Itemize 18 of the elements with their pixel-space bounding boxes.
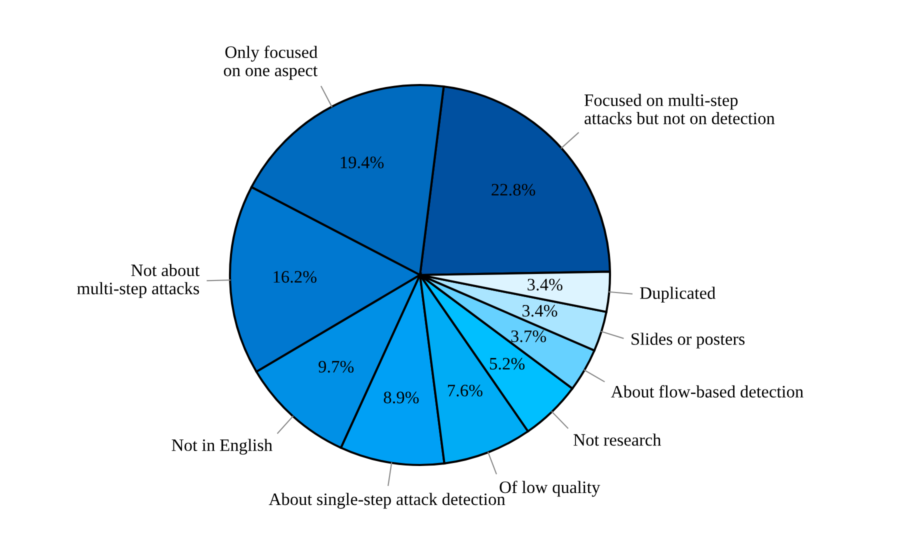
data-label: 8.9% (384, 392, 419, 404)
slice-label: Only focused on one aspect (224, 46, 318, 80)
data-label: 7.6% (448, 384, 482, 396)
data-label: 3.4% (528, 278, 562, 291)
slice-label: Not about multi-step attacks (77, 264, 200, 298)
data-label: 3.4% (522, 304, 558, 317)
data-label: 16.2% (274, 270, 316, 283)
data-label: 9.7% (318, 360, 354, 373)
slice-label: Not in English (172, 438, 272, 455)
data-label: 5.2% (490, 358, 525, 370)
data-label: 22.8% (492, 184, 536, 196)
slice-label: Duplicated (640, 286, 716, 302)
data-label: 19.4% (340, 156, 384, 168)
slice-label: Focused on multi-step attacks but not on detection (584, 94, 775, 124)
slice-label: Slides or posters (632, 332, 745, 348)
slice-label: About flow-based detection (610, 385, 804, 398)
slice-label: Not research (574, 434, 662, 446)
data-label: 3.7% (511, 330, 546, 342)
